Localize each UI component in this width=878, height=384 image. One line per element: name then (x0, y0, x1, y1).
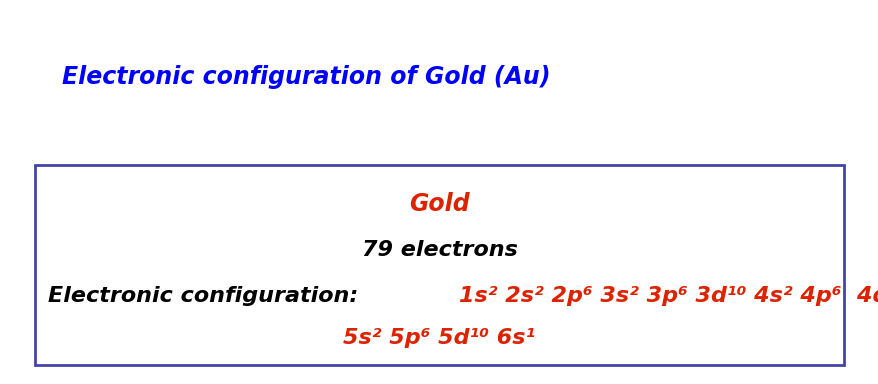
Text: 79 electrons: 79 electrons (361, 240, 517, 260)
Text: Gold: Gold (409, 192, 469, 215)
Text: Electronic configuration:: Electronic configuration: (48, 286, 366, 306)
FancyBboxPatch shape (35, 165, 843, 365)
Text: 5s² 5p⁶ 5d¹⁰ 6s¹: 5s² 5p⁶ 5d¹⁰ 6s¹ (343, 328, 535, 348)
Text: Electronic configuration of Gold (Au): Electronic configuration of Gold (Au) (61, 65, 550, 89)
Text: 1s² 2s² 2p⁶ 3s² 3p⁶ 3d¹⁰ 4s² 4p⁶  4d¹⁰ 4f ¹⁴: 1s² 2s² 2p⁶ 3s² 3p⁶ 3d¹⁰ 4s² 4p⁶ 4d¹⁰ 4f… (458, 286, 878, 306)
